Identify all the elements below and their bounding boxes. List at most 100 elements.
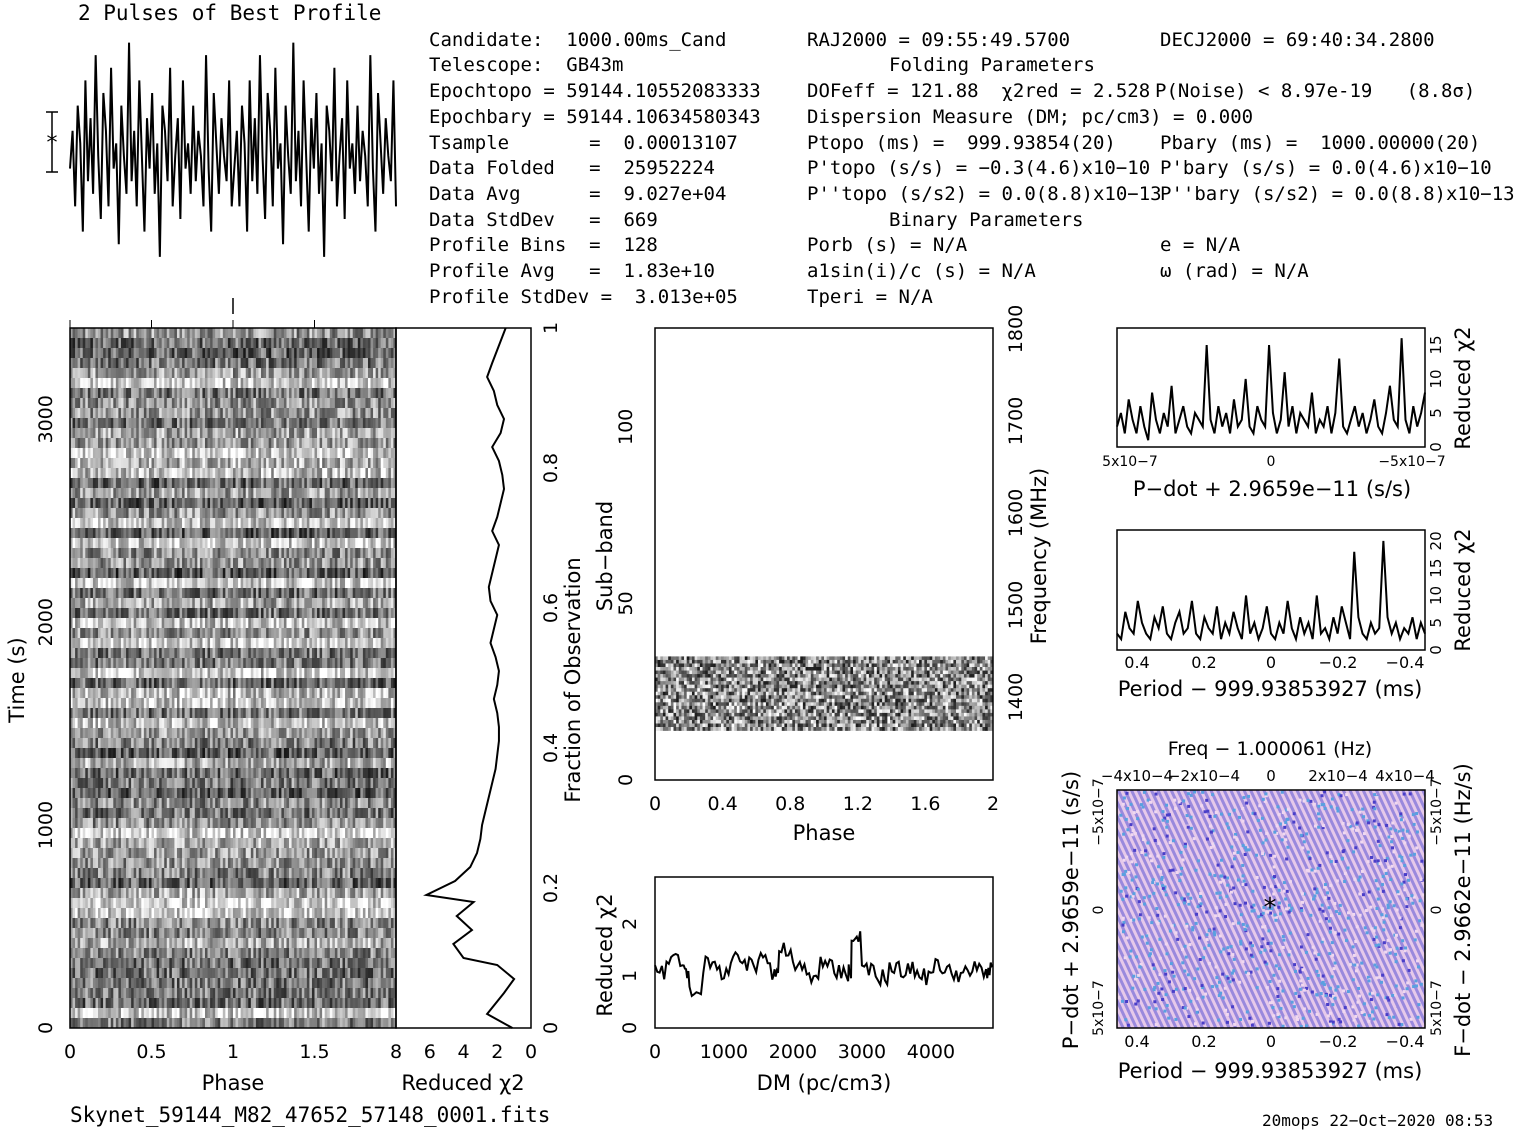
time-phase-cell	[75, 468, 78, 479]
time-phase-cell	[126, 448, 129, 459]
time-phase-cell	[296, 588, 300, 599]
time-phase-cell	[166, 508, 170, 519]
time-phase-cell	[245, 338, 249, 349]
time-phase-cell	[100, 518, 104, 529]
time-phase-cell	[92, 588, 96, 599]
time-phase-cell	[176, 328, 180, 339]
candidate-label: Candidate: 1000.00ms_Cand	[429, 29, 727, 51]
time-phase-cell	[301, 648, 305, 659]
time-phase-cell	[80, 478, 84, 489]
time-phase-cell	[222, 468, 226, 479]
time-phase-cell	[317, 658, 320, 669]
time-phase-cell	[110, 498, 114, 509]
time-phase-cell	[131, 408, 134, 419]
time-phase-cell	[250, 448, 254, 459]
time-phase-cell	[80, 598, 84, 609]
time-phase-cell	[373, 408, 376, 419]
time-phase-cell	[383, 378, 387, 389]
time-phase-cell	[141, 598, 145, 609]
time-phase-cell	[286, 638, 290, 649]
time-phase-cell	[345, 338, 348, 349]
time-phase-cell	[159, 708, 162, 719]
time-phase-cell	[263, 368, 267, 379]
time-phase-cell	[131, 488, 134, 499]
time-phase-cell	[133, 668, 137, 679]
time-phase-cell	[141, 688, 145, 699]
time-phase-cell	[90, 598, 94, 609]
time-phase-cell	[210, 638, 213, 649]
time-phase-cell	[118, 428, 122, 439]
time-phase-cell	[311, 338, 315, 349]
time-phase-cell	[187, 618, 191, 629]
time-phase-cell	[276, 608, 280, 619]
time-phase-cell	[345, 328, 348, 339]
time-phase-cell	[118, 638, 122, 649]
time-phase-cell	[98, 648, 101, 659]
time-phase-cell	[261, 628, 264, 639]
time-phase-cell	[378, 578, 382, 589]
time-phase-cell	[360, 538, 364, 549]
time-phase-cell	[327, 428, 331, 439]
time-phase-cell	[375, 548, 379, 559]
time-phase-cell	[365, 588, 369, 599]
time-phase-cell	[294, 398, 297, 409]
time-phase-cell	[357, 448, 361, 459]
time-phase-cell	[227, 378, 231, 389]
time-phase-cell	[199, 378, 203, 389]
time-phase-cell	[154, 468, 157, 479]
time-phase-cell	[204, 608, 208, 619]
time-phase-cell	[286, 398, 290, 409]
time-phase-cell	[253, 698, 257, 709]
time-phase-cell	[100, 368, 104, 379]
time-phase-cell	[220, 668, 224, 679]
time-phase-cell	[362, 448, 366, 459]
time-phase-cell	[332, 578, 336, 589]
time-phase-cell	[141, 408, 145, 419]
time-phase-cell	[179, 398, 183, 409]
time-phase-cell	[164, 468, 168, 479]
time-phase-cell	[141, 478, 145, 489]
time-phase-cell	[362, 588, 366, 599]
time-phase-cell	[154, 438, 157, 449]
time-phase-cell	[151, 328, 155, 339]
time-phase-cell	[146, 528, 150, 539]
time-phase-cell	[161, 438, 165, 449]
time-phase-cell	[390, 548, 394, 559]
time-phase-cell	[189, 368, 193, 379]
time-phase-cell	[202, 458, 206, 469]
time-phase-cell	[151, 388, 155, 399]
time-phase-cell	[301, 658, 305, 669]
time-phase-cell	[373, 658, 376, 669]
time-phase-cell	[110, 458, 114, 469]
time-phase-cell	[258, 638, 262, 649]
time-phase-cell	[217, 548, 221, 559]
time-phase-cell	[138, 498, 142, 509]
time-phase-cell	[365, 698, 369, 709]
time-phase-cell	[291, 588, 295, 599]
time-phase-cell	[385, 598, 389, 609]
time-phase-cell	[294, 588, 297, 599]
time-phase-cell	[367, 428, 371, 439]
time-phase-cell	[383, 468, 387, 479]
time-phase-cell	[299, 628, 303, 639]
time-phase-cell	[192, 528, 196, 539]
time-phase-cell	[233, 458, 236, 469]
time-phase-cell	[350, 498, 354, 509]
time-phase-cell	[103, 478, 106, 489]
time-phase-cell	[360, 678, 364, 689]
time-phase-cell	[184, 498, 188, 509]
time-phase-cell	[80, 688, 84, 699]
time-phase-cell	[171, 458, 175, 469]
time-phase-cell	[299, 648, 303, 659]
time-phase-cell	[110, 568, 114, 579]
time-phase-cell	[156, 428, 160, 439]
time-phase-cell	[375, 478, 379, 489]
time-phase-cell	[169, 388, 173, 399]
time-phase-cell	[113, 408, 117, 419]
time-phase-cell	[197, 688, 201, 699]
time-phase-cell	[133, 338, 137, 349]
time-phase-cell	[296, 478, 300, 489]
time-phase-cell	[291, 558, 295, 569]
time-phase-cell	[176, 678, 180, 689]
time-phase-cell	[352, 428, 356, 439]
